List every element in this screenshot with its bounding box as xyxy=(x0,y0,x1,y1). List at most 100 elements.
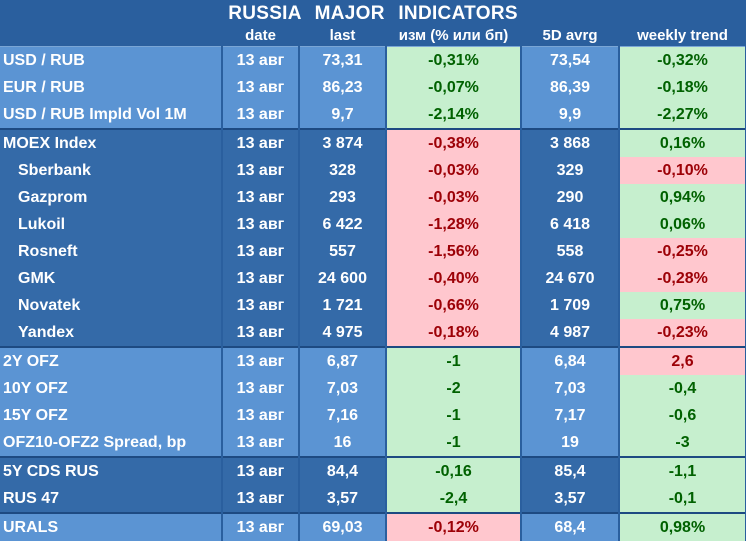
row-last: 6,87 xyxy=(299,347,386,375)
row-date: 13 авг xyxy=(222,74,299,101)
row-last: 86,23 xyxy=(299,74,386,101)
row-5d-avg: 7,03 xyxy=(521,375,619,402)
header-last: last xyxy=(299,25,386,47)
row-last: 7,03 xyxy=(299,375,386,402)
row-change: -0,31% xyxy=(386,47,521,75)
row-last: 557 xyxy=(299,238,386,265)
row-change: -0,18% xyxy=(386,319,521,347)
row-weekly-trend: -0,25% xyxy=(619,238,746,265)
row-5d-avg: 4 987 xyxy=(521,319,619,347)
row-name: USD / RUB Impld Vol 1M xyxy=(0,101,222,129)
header-date: date xyxy=(222,25,299,47)
row-last: 73,31 xyxy=(299,47,386,75)
row-5d-avg: 6 418 xyxy=(521,211,619,238)
row-date: 13 авг xyxy=(222,101,299,129)
row-5d-avg: 7,17 xyxy=(521,402,619,429)
row-change: -2 xyxy=(386,375,521,402)
row-5d-avg: 3 868 xyxy=(521,129,619,157)
row-last: 84,4 xyxy=(299,457,386,485)
row-5d-avg: 86,39 xyxy=(521,74,619,101)
row-last: 3,57 xyxy=(299,485,386,513)
row-weekly-trend: -0,28% xyxy=(619,265,746,292)
row-5d-avg: 290 xyxy=(521,184,619,211)
row-weekly-trend: -0,1 xyxy=(619,485,746,513)
row-date: 13 авг xyxy=(222,157,299,184)
row-weekly-trend: -0,4 xyxy=(619,375,746,402)
row-weekly-trend: -1,1 xyxy=(619,457,746,485)
row-change: -0,16 xyxy=(386,457,521,485)
row-date: 13 авг xyxy=(222,238,299,265)
row-date: 13 авг xyxy=(222,347,299,375)
row-name: Yandex xyxy=(0,319,222,347)
row-last: 16 xyxy=(299,429,386,457)
row-weekly-trend: -0,10% xyxy=(619,157,746,184)
row-date: 13 авг xyxy=(222,513,299,541)
row-name: OFZ10-OFZ2 Spread, bp xyxy=(0,429,222,457)
row-date: 13 авг xyxy=(222,375,299,402)
row-name: USD / RUB xyxy=(0,47,222,75)
row-5d-avg: 73,54 xyxy=(521,47,619,75)
row-5d-avg: 3,57 xyxy=(521,485,619,513)
row-date: 13 авг xyxy=(222,429,299,457)
row-5d-avg: 1 709 xyxy=(521,292,619,319)
row-weekly-trend: -0,6 xyxy=(619,402,746,429)
row-5d-avg: 85,4 xyxy=(521,457,619,485)
row-5d-avg: 329 xyxy=(521,157,619,184)
row-date: 13 авг xyxy=(222,47,299,75)
row-date: 13 авг xyxy=(222,184,299,211)
row-5d-avg: 6,84 xyxy=(521,347,619,375)
row-last: 3 874 xyxy=(299,129,386,157)
row-5d-avg: 24 670 xyxy=(521,265,619,292)
row-weekly-trend: 2,6 xyxy=(619,347,746,375)
row-change: -2,4 xyxy=(386,485,521,513)
row-change: -1 xyxy=(386,347,521,375)
row-name: Rosneft xyxy=(0,238,222,265)
row-date: 13 авг xyxy=(222,402,299,429)
row-date: 13 авг xyxy=(222,485,299,513)
row-weekly-trend: -0,32% xyxy=(619,47,746,75)
row-name: GMK xyxy=(0,265,222,292)
row-change: -1 xyxy=(386,429,521,457)
row-change: -1 xyxy=(386,402,521,429)
row-last: 1 721 xyxy=(299,292,386,319)
sheet-title: RUSSIA MAJOR INDICATORS xyxy=(0,0,746,25)
row-last: 9,7 xyxy=(299,101,386,129)
row-date: 13 авг xyxy=(222,319,299,347)
row-last: 69,03 xyxy=(299,513,386,541)
row-name: RUS 47 xyxy=(0,485,222,513)
row-weekly-trend: 0,16% xyxy=(619,129,746,157)
header-change: изм (% или бп) xyxy=(386,25,521,47)
row-last: 6 422 xyxy=(299,211,386,238)
row-change: -0,40% xyxy=(386,265,521,292)
header-weekly-trend: weekly trend xyxy=(619,25,746,47)
row-date: 13 авг xyxy=(222,292,299,319)
row-weekly-trend: -0,18% xyxy=(619,74,746,101)
row-last: 328 xyxy=(299,157,386,184)
row-change: -2,14% xyxy=(386,101,521,129)
row-name: Lukoil xyxy=(0,211,222,238)
row-name: 10Y OFZ xyxy=(0,375,222,402)
row-weekly-trend: -3 xyxy=(619,429,746,457)
row-name: Sberbank xyxy=(0,157,222,184)
row-last: 293 xyxy=(299,184,386,211)
row-date: 13 авг xyxy=(222,211,299,238)
row-change: -0,03% xyxy=(386,184,521,211)
